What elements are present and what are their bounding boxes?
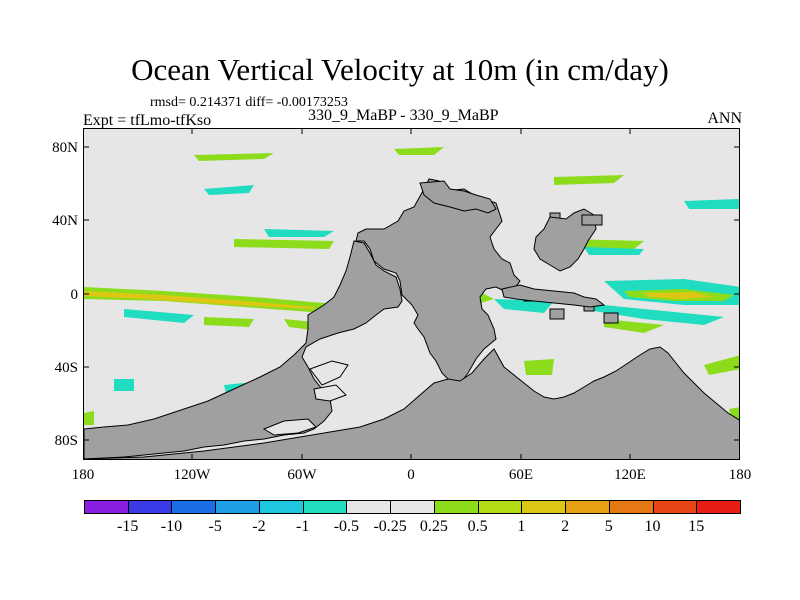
x-tick-label: 120E <box>614 467 646 483</box>
chart-title: Ocean Vertical Velocity at 10m (in cm/da… <box>131 52 669 87</box>
colorbar-swatch <box>171 500 217 514</box>
colorbar-swatch <box>696 500 741 514</box>
colorbar-label: 5 <box>604 518 613 535</box>
inland-sea <box>262 418 317 436</box>
land-ne-rect <box>581 214 603 226</box>
colorbar-swatch <box>84 500 129 514</box>
x-tick-label: 0 <box>407 467 415 483</box>
land-east-block <box>533 208 597 272</box>
case-names: 330_9_MaBP - 330_9_MaBP <box>308 107 499 124</box>
colorbar-swatch <box>346 500 392 514</box>
colorbar-swatch <box>608 500 654 514</box>
rmsd-text: rmsd= 0.214371 diff= -0.00173253 <box>150 95 348 110</box>
field-blob <box>204 185 254 195</box>
field-blob <box>644 292 714 299</box>
colorbar-label: -0.5 <box>333 518 360 535</box>
y-tick-label: 40S <box>54 360 78 376</box>
field-blob <box>204 317 254 327</box>
land-maritime <box>501 284 606 308</box>
x-tick-label: 60W <box>287 467 317 483</box>
field-blob <box>234 239 334 249</box>
y-tick-label: 80S <box>54 433 78 449</box>
y-tick-label: 0 <box>70 287 79 303</box>
land-small-island <box>549 308 565 320</box>
field-blob <box>84 287 384 313</box>
x-tick-label: 180 <box>71 467 95 483</box>
map-plot-area <box>83 128 740 460</box>
field-blob <box>594 304 724 325</box>
colorbar-swatch <box>477 500 523 514</box>
x-tick-label: 60E <box>508 467 534 483</box>
colorbar-label: -1 <box>295 518 310 535</box>
land-northern-island <box>419 180 497 214</box>
y-tick-label: 80N <box>52 140 78 156</box>
colorbar-swatch <box>390 500 435 514</box>
colorbar-swatch <box>565 500 610 514</box>
colorbar-swatch <box>521 500 567 514</box>
field-blob <box>494 299 554 313</box>
season-label: ANN <box>707 110 742 127</box>
colorbar-label: 0.5 <box>467 518 488 535</box>
field-blob <box>84 291 314 309</box>
colorbar-label: 10 <box>644 518 661 535</box>
field-blob <box>704 355 739 375</box>
colorbar-swatch <box>302 500 348 514</box>
field-blob <box>604 319 664 333</box>
inland-sea <box>309 360 349 386</box>
colorbar-label: -0.25 <box>373 518 407 535</box>
y-tick-label: 40N <box>52 213 78 229</box>
colorbar-swatch <box>258 500 304 514</box>
land-eurasia-africa <box>355 178 521 386</box>
colorbar-label: 2 <box>561 518 570 535</box>
colorbar-swatch <box>127 500 173 514</box>
field-blob <box>264 229 334 237</box>
x-tick-label: 120W <box>173 467 211 483</box>
colorbar <box>84 500 741 514</box>
colorbar-label: -10 <box>160 518 183 535</box>
land-masses <box>84 178 739 459</box>
field-blob <box>684 199 739 209</box>
field-blob <box>84 411 94 425</box>
inland-sea <box>313 384 347 402</box>
field-blob <box>114 379 134 391</box>
colorbar-swatch <box>215 500 260 514</box>
land-america <box>84 240 403 459</box>
field-blob <box>554 175 624 185</box>
experiment-label: Expt = tfLmo-tfKso <box>83 112 212 129</box>
field-blob <box>524 359 554 375</box>
field-blob <box>394 147 444 155</box>
colorbar-label: -15 <box>117 518 139 535</box>
field-blob <box>124 309 194 323</box>
land-southern <box>84 346 739 459</box>
colorbar-swatch <box>433 500 479 514</box>
inland-seas <box>262 360 349 436</box>
field-blob <box>584 247 644 255</box>
colorbar-label: 1 <box>517 518 526 535</box>
colorbar-label: 0.25 <box>419 518 448 535</box>
colorbar-label: 15 <box>688 518 705 535</box>
x-tick-label: 180 <box>728 467 752 483</box>
colorbar-label: -2 <box>252 518 266 535</box>
colorbar-swatch <box>652 500 698 514</box>
field-blob <box>194 153 274 161</box>
land-small-island <box>603 312 619 324</box>
colorbar-label: -5 <box>208 518 222 535</box>
